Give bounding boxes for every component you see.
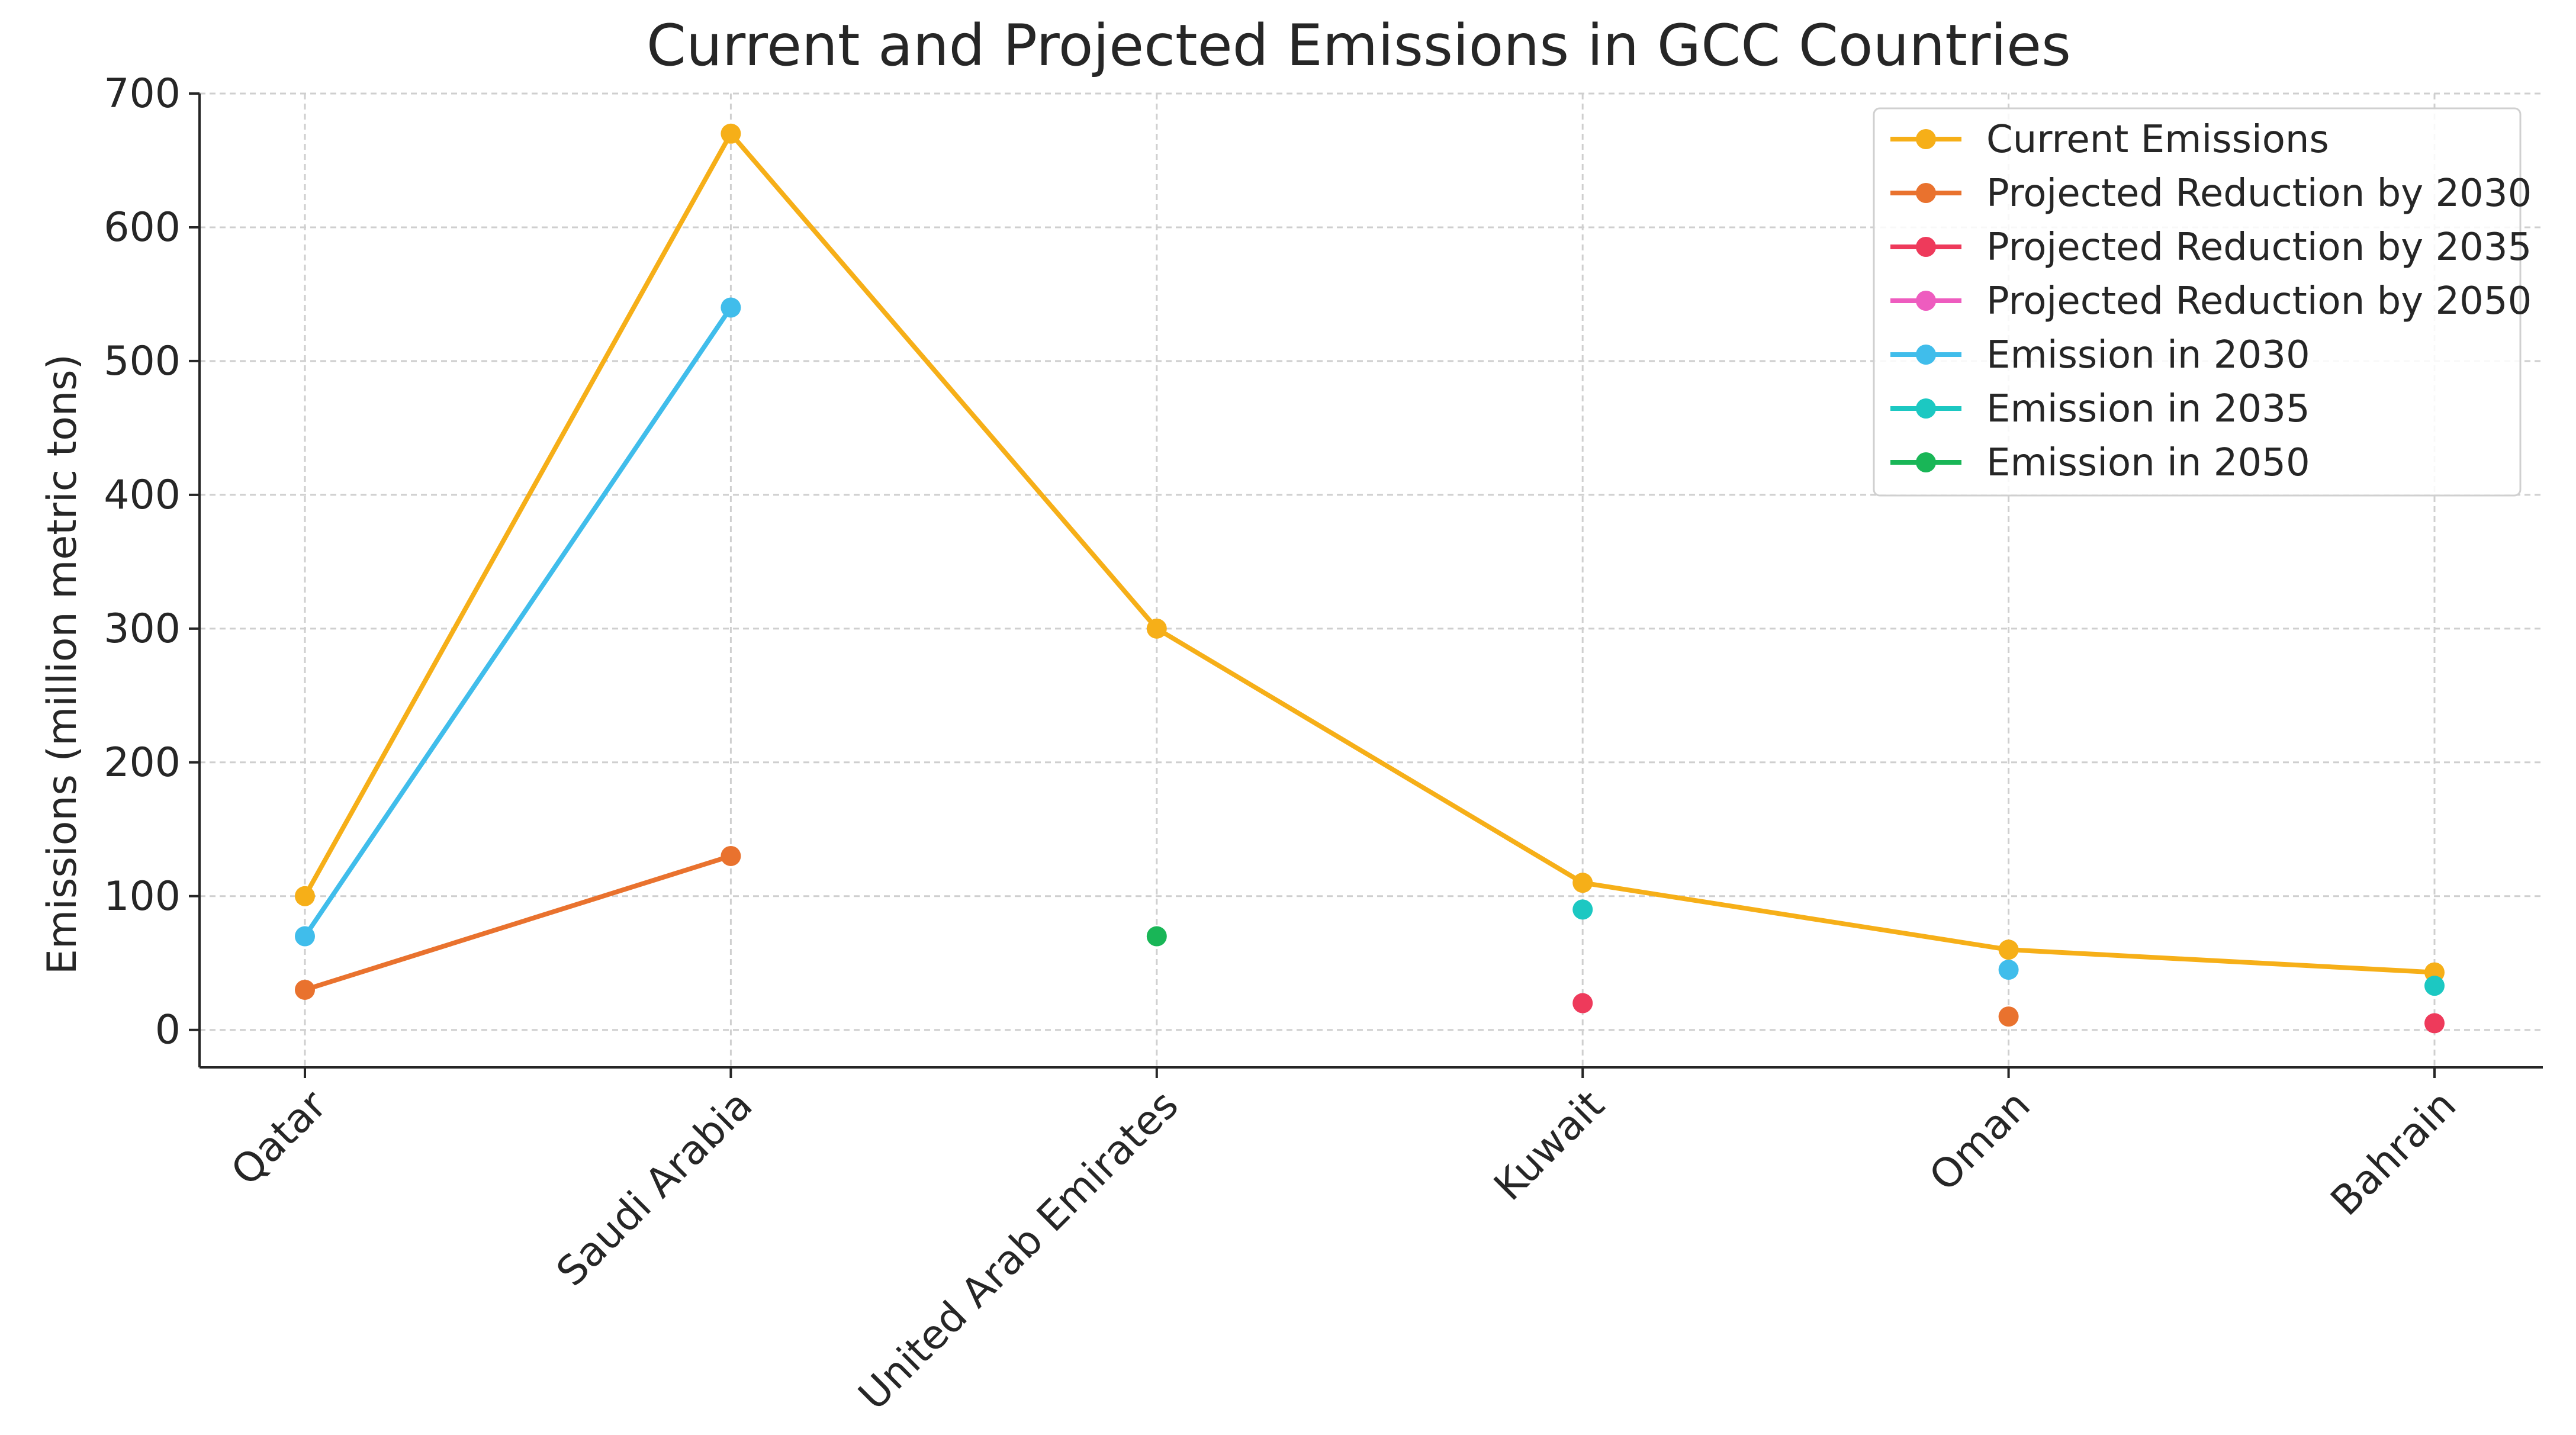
series-line-segment: [728, 131, 1159, 631]
data-point: [1572, 873, 1593, 893]
series-0: [295, 123, 2445, 983]
data-point: [1998, 939, 2019, 960]
x-tick-label: Qatar: [223, 1082, 336, 1195]
series-line-segment: [303, 853, 734, 992]
series-4: [295, 297, 2019, 980]
y-axis-label: Emissions (million metric tons): [39, 354, 86, 974]
legend-marker: [1916, 237, 1936, 257]
x-tick-label: Kuwait: [1485, 1082, 1613, 1209]
x-tick-label: United Arab Emirates: [850, 1082, 1187, 1419]
legend-label: Emission in 2050: [1986, 441, 2310, 485]
series-5: [1572, 899, 2445, 996]
chart-title: Current and Projected Emissions in GCC C…: [647, 12, 2071, 79]
legend-marker: [1916, 452, 1936, 472]
x-tick-label: Oman: [1921, 1082, 2039, 1200]
data-point: [2424, 1013, 2445, 1034]
y-tick-label: 400: [104, 472, 181, 519]
series-line-segment: [303, 131, 734, 899]
legend: Current Emissions Projected Reduction by …: [1873, 107, 2532, 497]
data-point: [1146, 618, 1167, 639]
legend-box: [1873, 107, 2522, 497]
y-tick-label: 700: [104, 70, 181, 117]
legend-label: Emission in 2035: [1986, 387, 2310, 431]
data-point: [1998, 1006, 2019, 1027]
x-tick-label: Saudi Arabia: [548, 1082, 761, 1295]
legend-marker: [1916, 345, 1936, 365]
series-1: [295, 845, 2019, 1027]
data-point: [2424, 976, 2445, 996]
series-line-segment: [1154, 626, 1586, 886]
data-series: [295, 123, 2445, 1034]
data-point: [721, 845, 741, 866]
series-2: [1572, 993, 2445, 1034]
data-point: [721, 297, 741, 318]
data-point: [721, 123, 741, 144]
series-line-segment: [2006, 947, 2437, 975]
y-tick-label: 600: [104, 204, 181, 251]
legend-label: Projected Reduction by 2035: [1986, 226, 2532, 269]
data-point: [295, 886, 315, 906]
legend-label: Emission in 2030: [1986, 333, 2310, 377]
y-tick-label: 0: [155, 1007, 181, 1054]
legend-marker: [1916, 129, 1936, 149]
data-point: [1572, 993, 1593, 1013]
y-tick-label: 300: [104, 606, 181, 652]
legend-label: Current Emissions: [1986, 118, 2329, 162]
legend-marker: [1916, 183, 1936, 203]
data-point: [295, 926, 315, 947]
x-tick-label: Bahrain: [2322, 1082, 2465, 1225]
y-tick-label: 100: [104, 873, 181, 920]
data-point: [1146, 926, 1167, 947]
legend-marker: [1916, 398, 1936, 419]
legend-marker: [1916, 291, 1936, 311]
y-tick-label: 500: [104, 338, 181, 385]
legend-label: Projected Reduction by 2030: [1986, 172, 2532, 215]
series-line-segment: [303, 305, 734, 939]
data-point: [1998, 960, 2019, 980]
legend-label: Projected Reduction by 2050: [1986, 279, 2532, 323]
series-6: [1146, 926, 1167, 947]
data-point: [1572, 899, 1593, 920]
series-line-segment: [1580, 880, 2011, 953]
y-tick-label: 200: [104, 739, 181, 786]
data-point: [295, 979, 315, 1000]
